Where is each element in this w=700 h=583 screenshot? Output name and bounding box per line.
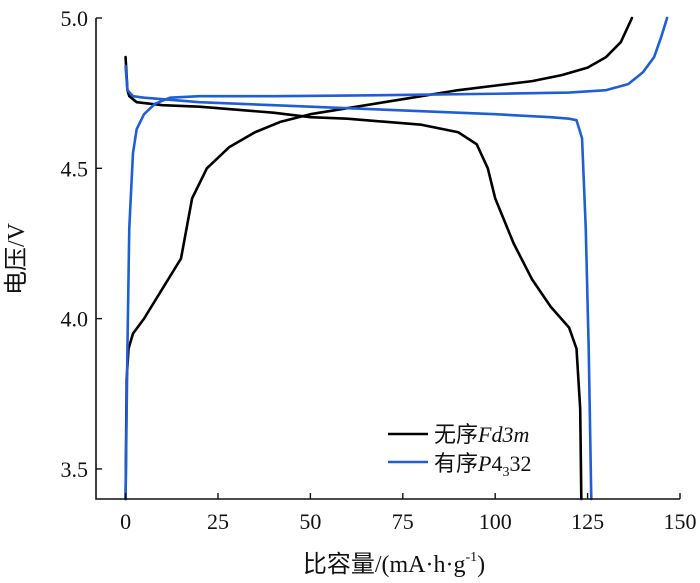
x-tick-label: 150 bbox=[664, 509, 697, 534]
y-ticks: 3.5 4.0 4.5 5.0 bbox=[61, 6, 102, 482]
axis-frame bbox=[95, 18, 680, 500]
x-tick-label: 25 bbox=[207, 509, 229, 534]
plot-lines bbox=[124, 16, 669, 501]
x-tick-label: 50 bbox=[299, 509, 321, 534]
y-tick-label: 5.0 bbox=[61, 6, 89, 31]
legend-label-disordered: 无序Fd3m bbox=[434, 422, 529, 447]
x-tick-label: 100 bbox=[479, 509, 512, 534]
x-tick-label: 75 bbox=[392, 509, 414, 534]
legend-label-ordered: 有序P4332 bbox=[434, 451, 531, 480]
x-ticks: 0 25 50 75 100 125 150 bbox=[120, 493, 697, 534]
y-tick-label: 4.5 bbox=[61, 156, 89, 181]
x-tick-label: 0 bbox=[120, 509, 131, 534]
y-tick-label: 3.5 bbox=[61, 457, 89, 482]
x-tick-label: 125 bbox=[571, 509, 604, 534]
y-axis-label: 电压/V bbox=[3, 222, 30, 295]
series-ordered-discharge-line bbox=[124, 64, 593, 501]
series-ordered-charge-line bbox=[124, 16, 669, 501]
x-axis-label-superscript: -1 bbox=[465, 550, 477, 565]
y-tick-label: 4.0 bbox=[61, 307, 89, 332]
x-axis-label: 比容量/(mA·h·g-1) bbox=[303, 550, 485, 578]
series-disordered-charge-line bbox=[124, 16, 634, 501]
legend: 无序Fd3m 有序P4332 bbox=[388, 422, 531, 480]
axes bbox=[95, 18, 680, 500]
